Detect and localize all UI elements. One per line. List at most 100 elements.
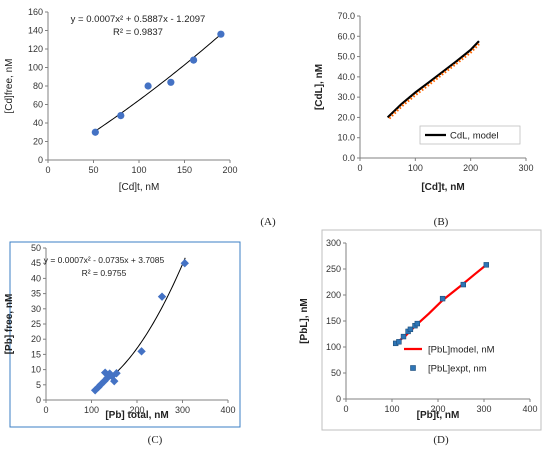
- chart-frame: [321, 229, 542, 431]
- y-tick-label: 200: [326, 290, 341, 300]
- legend-label: CdL, model: [450, 131, 499, 142]
- y-tick-label: 20.0: [337, 112, 355, 122]
- legend-box: [419, 125, 521, 145]
- series-line: [386, 40, 480, 119]
- y-tick-label: 150: [326, 316, 341, 326]
- series-0: [386, 40, 480, 119]
- x-axis-label: [Pb]t, nM: [417, 410, 460, 421]
- panel-label: (A): [260, 216, 276, 228]
- trendline-equation: y = 0.0007x² + 0.5887x - 1.2097: [71, 14, 206, 25]
- x-axis-label: [Cd]t, nM: [421, 182, 464, 193]
- x-tick-label: 200: [222, 165, 237, 175]
- legend: CdL, model: [419, 125, 521, 145]
- data-point: [190, 56, 198, 64]
- x-tick-label: 300: [175, 405, 190, 415]
- y-tick-label: 20: [31, 334, 41, 344]
- y-tick-label: 50: [31, 243, 41, 253]
- x-axis-label: [Pb] total, nM: [105, 410, 168, 421]
- x-tick-label: 0: [343, 404, 348, 414]
- series-0: [91, 30, 225, 136]
- x-tick-label: 100: [384, 404, 399, 414]
- data-point: [100, 376, 109, 386]
- data-point: [105, 369, 114, 378]
- y-tick-label: 50: [331, 368, 341, 378]
- y-tick-label: 40: [31, 273, 41, 283]
- y-tick-label: 0: [38, 155, 43, 165]
- x-tick-label: 100: [131, 165, 146, 175]
- y-tick-label: 15: [31, 349, 41, 359]
- y-tick-label: 80: [33, 81, 43, 91]
- chart-frame: [9, 241, 241, 428]
- trendline: [93, 33, 223, 133]
- y-tick-label: 300: [326, 238, 341, 248]
- y-tick-label: 50.0: [337, 52, 355, 62]
- y-tick-label: 160: [28, 7, 43, 17]
- x-tick-label: 0: [43, 405, 48, 415]
- y-axis-label: [Pb] free, nM: [4, 294, 15, 355]
- data-point: [217, 30, 225, 38]
- y-tick-label: 60.0: [337, 31, 355, 41]
- data-point: [460, 281, 466, 288]
- y-tick-label: 40.0: [337, 72, 355, 82]
- y-tick-label: 0: [36, 395, 41, 405]
- y-tick-label: 30: [31, 304, 41, 314]
- data-point: [110, 376, 119, 386]
- x-tick-label: 50: [88, 165, 98, 175]
- trendline-r2: R² = 0.9837: [113, 27, 163, 38]
- x-tick-label: 100: [84, 405, 99, 415]
- data-point: [396, 339, 402, 345]
- x-tick-label: 400: [220, 405, 235, 415]
- panel-label: (D): [433, 434, 449, 446]
- y-tick-label: 70.0: [337, 11, 355, 21]
- panel-label: (B): [434, 216, 449, 228]
- x-tick-label: 200: [463, 163, 478, 173]
- series-1: [392, 262, 489, 347]
- y-tick-label: 60: [33, 100, 43, 110]
- data-point: [112, 369, 121, 378]
- data-point: [439, 295, 446, 302]
- data-point: [400, 333, 407, 340]
- y-axis-label: [Cd]free, nM: [4, 58, 15, 113]
- data-point: [91, 128, 99, 136]
- trendline-equation: y = 0.0007x² - 0.0735x + 3.7085: [44, 255, 165, 265]
- panel-label: (C): [148, 434, 163, 446]
- x-tick-label: 300: [476, 404, 491, 414]
- y-tick-label: 10.0: [337, 133, 355, 143]
- x-tick-label: 150: [177, 165, 192, 175]
- chart-a: 0 50 100 150 200 0 20 40 60 80 100 120 140 160 [Cd]t, …: [4, 7, 276, 228]
- y-axis-label: [PbL], nM: [299, 298, 310, 344]
- data-point: [157, 292, 167, 301]
- x-tick-label: 400: [522, 404, 537, 414]
- data-point: [167, 78, 175, 86]
- data-point: [117, 112, 125, 120]
- y-tick-label: 25: [31, 319, 41, 329]
- y-tick-label: 140: [28, 26, 43, 36]
- chart-d: 0 100 200 300 400 0 50 100 150 200 250 300 [Pb]t, nM…: [299, 229, 542, 446]
- x-tick-label: 0: [45, 165, 50, 175]
- x-tick-label: 0: [357, 163, 362, 173]
- data-point: [144, 82, 152, 90]
- y-axis-label: [CdL], nM: [314, 64, 325, 110]
- legend-swatch: [410, 365, 416, 371]
- x-tick-label: 200: [430, 404, 445, 414]
- y-tick-label: 40: [33, 118, 43, 128]
- series-line: [388, 43, 480, 120]
- trendline-r2: R² = 0.9755: [82, 268, 127, 278]
- y-tick-label: 35: [31, 289, 41, 299]
- y-tick-label: 45: [31, 258, 41, 268]
- data-point: [414, 320, 420, 327]
- x-tick-label: 200: [129, 405, 144, 415]
- legend-label: [PbL]model, nM: [428, 345, 495, 356]
- series-1: [388, 43, 480, 120]
- y-tick-label: 10: [31, 365, 41, 375]
- y-tick-label: 0.0: [342, 153, 355, 163]
- y-tick-label: 20: [33, 137, 43, 147]
- chart-c: 0 100 200 300 400 0 5 10 15 20 25 30 35 40 45 50 [Pb] to…: [4, 241, 241, 446]
- data-point: [180, 259, 189, 268]
- x-tick-label: 100: [408, 163, 423, 173]
- legend: [PbL]model, nM [PbL]expt, nm: [404, 345, 495, 375]
- data-point: [407, 326, 414, 333]
- y-tick-label: 100: [326, 342, 341, 352]
- data-point: [137, 347, 146, 356]
